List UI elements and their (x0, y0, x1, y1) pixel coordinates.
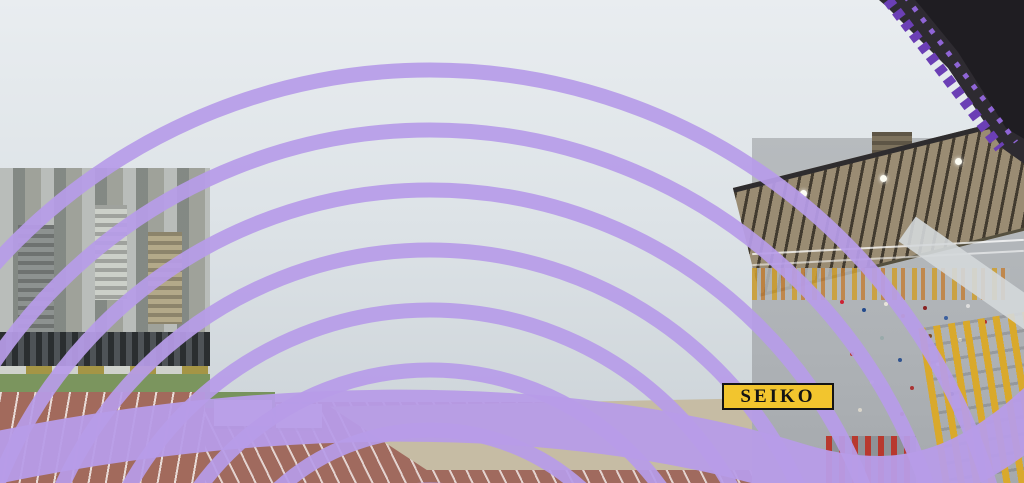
roof-purple-truss (904, 0, 1018, 144)
roof-canopy-inner (915, 0, 1024, 139)
stadium-light (880, 175, 887, 182)
ad-boards (0, 366, 210, 374)
stadium-light (955, 158, 962, 165)
roof-purple-truss (883, 0, 1005, 152)
spectators (840, 300, 844, 304)
seiko-logo: SEIKO (722, 383, 834, 410)
bottom-swoosh (0, 387, 1024, 483)
stadium-light (800, 190, 807, 197)
